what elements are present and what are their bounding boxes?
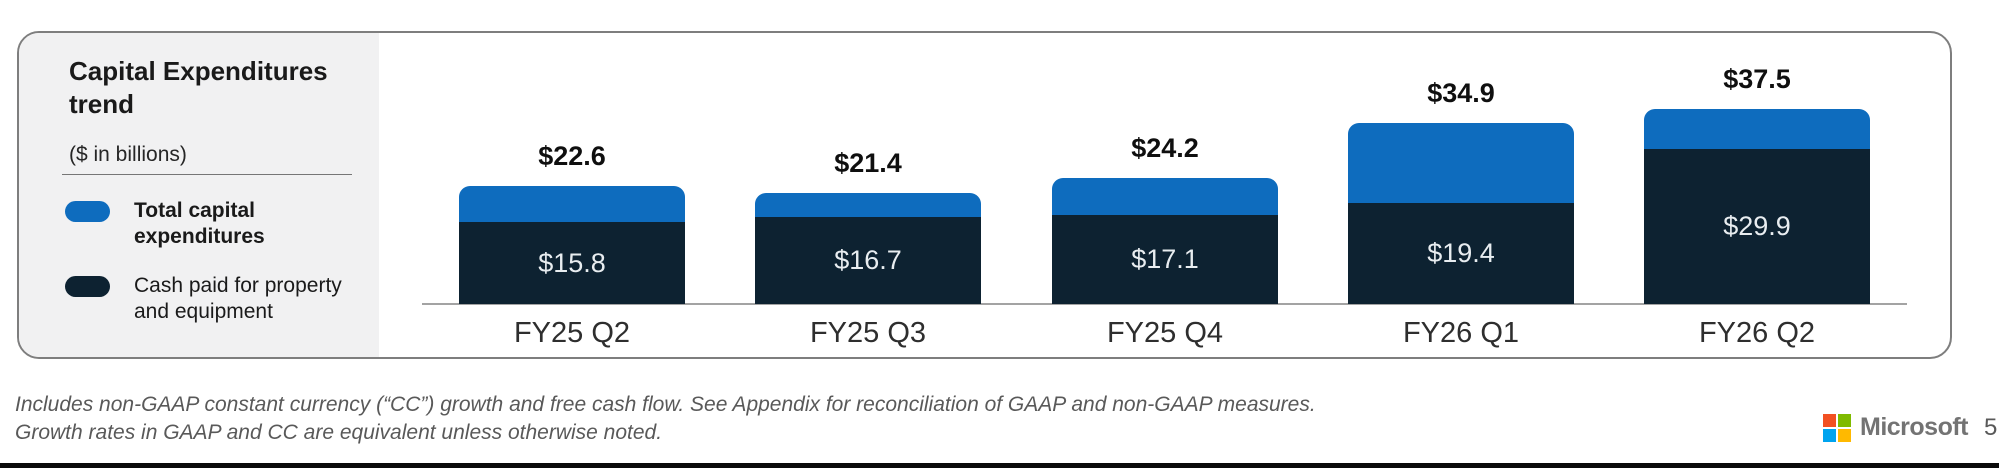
chart-info-panel: Capital Expenditures trend ($ in billion… [19, 33, 379, 357]
microsoft-logo-icon [1823, 413, 1851, 442]
category-label-fy25-q2: FY25 Q2 [513, 317, 631, 349]
legend-item-total-capex: Total capital expenditures [65, 198, 370, 250]
cash-ppe-swatch-icon [65, 276, 110, 297]
bottom-accent-rule [0, 463, 1999, 468]
bar-total-label-fy26-q1: $34.9 [1427, 78, 1495, 108]
bar-fy25-q3: $16.7 [755, 193, 981, 304]
slide-page-number: 5 [1984, 413, 1998, 441]
bar-fy25-q2: $15.8 [459, 186, 685, 304]
category-label-fy25-q3: FY25 Q3 [809, 317, 927, 349]
panel-divider [62, 174, 352, 175]
bar-total-label-fy26-q2: $37.5 [1723, 64, 1791, 94]
bar-total-label-fy25-q3: $21.4 [834, 148, 902, 178]
footnote-line-1: Includes non-GAAP constant currency (“CC… [15, 393, 1316, 416]
bar-cash-segment-fy25-q4: $17.1 [1052, 215, 1278, 304]
bar-total-label-fy25-q4: $24.2 [1131, 133, 1199, 163]
bar-fy26-q1: $19.4 [1348, 123, 1574, 304]
bar-cash-segment-fy25-q2: $15.8 [459, 222, 685, 304]
legend-item-cash-ppe: Cash paid for property and equipment [65, 273, 370, 325]
capex-chart-card: Capital Expenditures trend ($ in billion… [17, 31, 1952, 359]
bar-cash-segment-fy26-q2: $29.9 [1644, 149, 1870, 304]
category-label-fy25-q4: FY25 Q4 [1106, 317, 1224, 349]
footer-brand: Microsoft 5 [1823, 413, 1997, 442]
logo-square-green [1838, 413, 1851, 427]
bar-fy25-q4: $17.1 [1052, 178, 1278, 304]
legend-label-total-capex: Total capital expenditures [134, 199, 265, 248]
legend-label-cash-ppe: Cash paid for property and equipment [134, 274, 342, 323]
logo-square-yellow [1838, 428, 1851, 442]
brand-wordmark: Microsoft [1860, 413, 1969, 441]
category-label-fy26-q2: FY26 Q2 [1698, 317, 1816, 349]
logo-square-red [1823, 413, 1836, 427]
x-axis-line [422, 303, 1907, 305]
bar-cash-segment-fy26-q1: $19.4 [1348, 203, 1574, 304]
bar-cash-segment-fy25-q3: $16.7 [755, 217, 981, 304]
chart-title: Capital Expenditures trend [69, 56, 328, 119]
logo-square-blue [1823, 428, 1836, 442]
bar-total-label-fy25-q2: $22.6 [538, 141, 606, 171]
total-capex-swatch-icon [65, 201, 110, 222]
footnote-line-2: Growth rates in GAAP and CC are equivale… [15, 421, 663, 444]
capex-bar-chart: $22.6 $15.8 FY25 Q2 $21.4 $16.7 FY25 Q3 $24.2 $… [19, 33, 1950, 357]
chart-units-label: ($ in billions) [69, 143, 187, 166]
category-label-fy26-q1: FY26 Q1 [1402, 317, 1520, 349]
footnote: Includes non-GAAP constant currency (“CC… [15, 391, 1316, 447]
bar-fy26-q2: $29.9 [1644, 109, 1870, 304]
